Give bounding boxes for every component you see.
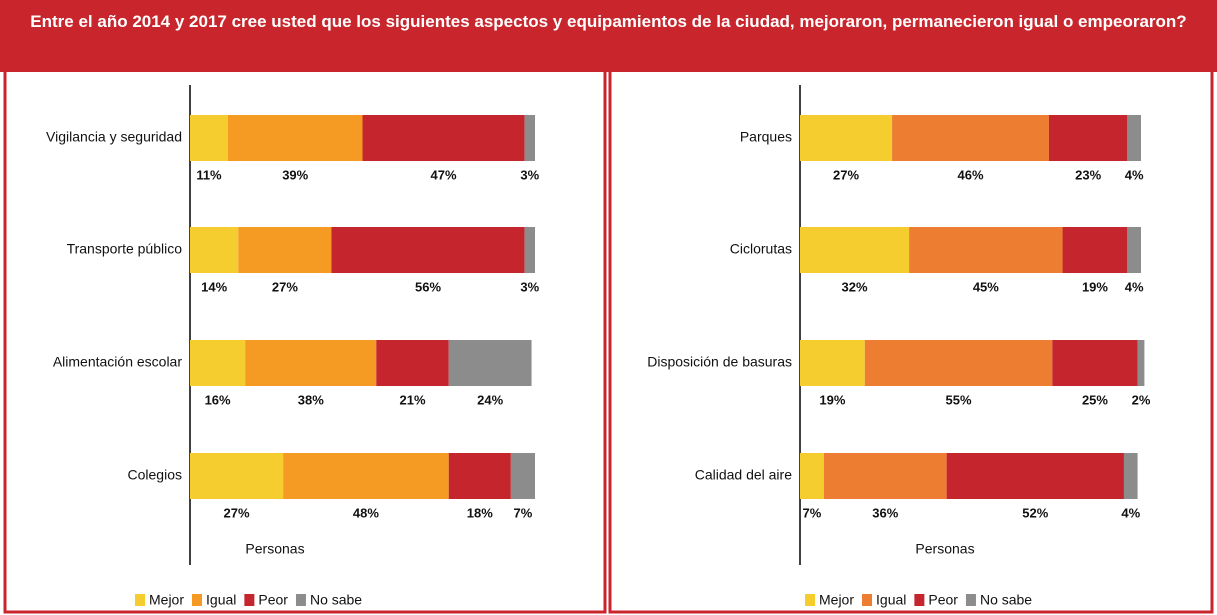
- value-label: 39%: [282, 167, 308, 182]
- value-label: 21%: [400, 392, 426, 407]
- value-label: 38%: [298, 392, 324, 407]
- value-label: 14%: [201, 279, 227, 294]
- bar-segment: [909, 227, 1063, 273]
- bar-segment: [190, 115, 228, 161]
- bar-segment: [524, 115, 535, 161]
- value-label: 45%: [973, 279, 999, 294]
- bar-segment: [892, 115, 1049, 161]
- value-label: 7%: [803, 505, 822, 520]
- legend-swatch: [244, 594, 255, 606]
- bar-segment: [238, 227, 332, 273]
- bar-segment: [1127, 115, 1141, 161]
- value-label: 3%: [520, 167, 539, 182]
- category-label: Colegios: [128, 467, 182, 483]
- value-label: 32%: [842, 279, 868, 294]
- legend-swatch: [295, 594, 306, 606]
- bar-segment: [448, 340, 532, 386]
- value-label: 3%: [520, 279, 539, 294]
- x-axis-label: Personas: [245, 541, 304, 557]
- legend-swatch: [805, 594, 815, 606]
- legend-label: Mejor: [149, 592, 184, 608]
- value-label: 27%: [833, 167, 859, 182]
- bar-segment: [800, 115, 893, 161]
- value-label: 4%: [1121, 505, 1140, 520]
- category-label: Vigilancia y seguridad: [46, 129, 182, 145]
- category-label: Ciclorutas: [730, 241, 792, 257]
- value-label: 46%: [957, 167, 983, 182]
- value-label: 19%: [819, 392, 845, 407]
- legend-label: No sabe: [980, 592, 1032, 608]
- bar-segment: [1048, 115, 1128, 161]
- legend-swatch: [192, 594, 203, 606]
- value-label: 52%: [1022, 505, 1048, 520]
- value-label: 48%: [353, 505, 379, 520]
- bar-segment: [1052, 340, 1138, 386]
- bar-segment: [227, 115, 363, 161]
- bar-segment: [864, 340, 1053, 386]
- value-label: 11%: [196, 167, 222, 182]
- value-label: 19%: [1082, 279, 1108, 294]
- legend-swatch: [862, 594, 873, 606]
- value-label: 36%: [872, 505, 898, 520]
- x-axis-label: Personas: [915, 541, 974, 557]
- value-label: 56%: [415, 279, 441, 294]
- bar-segment: [376, 340, 449, 386]
- legend-swatch: [965, 594, 976, 606]
- bar-segment: [1127, 227, 1141, 273]
- bar-segment: [190, 227, 239, 273]
- bar-segment: [283, 453, 449, 499]
- value-label: 47%: [431, 167, 457, 182]
- legend-label: Igual: [206, 592, 236, 608]
- legend-label: Mejor: [819, 592, 854, 608]
- value-label: 4%: [1125, 279, 1144, 294]
- bar-segment: [800, 453, 824, 499]
- legend-label: Peor: [258, 592, 288, 608]
- legend-label: No sabe: [310, 592, 362, 608]
- value-label: 24%: [477, 392, 503, 407]
- legend-label: Peor: [928, 592, 958, 608]
- value-label: 16%: [205, 392, 231, 407]
- value-label: 4%: [1125, 167, 1144, 182]
- legend-swatch: [914, 594, 925, 606]
- bar-segment: [190, 453, 284, 499]
- legend-swatch: [135, 594, 145, 606]
- bar-segment: [190, 340, 246, 386]
- legend-label: Igual: [876, 592, 906, 608]
- value-label: 27%: [272, 279, 298, 294]
- category-label: Alimentación escolar: [53, 354, 183, 370]
- category-label: Transporte público: [67, 241, 183, 257]
- value-label: 2%: [1132, 392, 1151, 407]
- value-label: 25%: [1082, 392, 1108, 407]
- bar-segment: [823, 453, 947, 499]
- title: Entre el año 2014 y 2017 cree usted que …: [0, 0, 1217, 72]
- bar-segment: [800, 227, 910, 273]
- value-label: 23%: [1075, 167, 1101, 182]
- bar-segment: [362, 115, 525, 161]
- bar-segment: [1062, 227, 1128, 273]
- category-label: Parques: [740, 129, 792, 145]
- bar-segment: [946, 453, 1124, 499]
- bar-segment: [331, 227, 525, 273]
- value-label: 55%: [946, 392, 972, 407]
- bar-segment: [1137, 340, 1145, 386]
- category-label: Calidad del aire: [695, 467, 792, 483]
- bar-segment: [510, 453, 535, 499]
- category-label: Disposición de basuras: [647, 354, 792, 370]
- bar-segment: [245, 340, 377, 386]
- bar-segment: [448, 453, 511, 499]
- value-label: 27%: [224, 505, 250, 520]
- value-label: 7%: [514, 505, 533, 520]
- bar-segment: [1123, 453, 1138, 499]
- bar-segment: [800, 340, 865, 386]
- bar-segment: [524, 227, 535, 273]
- value-label: 18%: [467, 505, 493, 520]
